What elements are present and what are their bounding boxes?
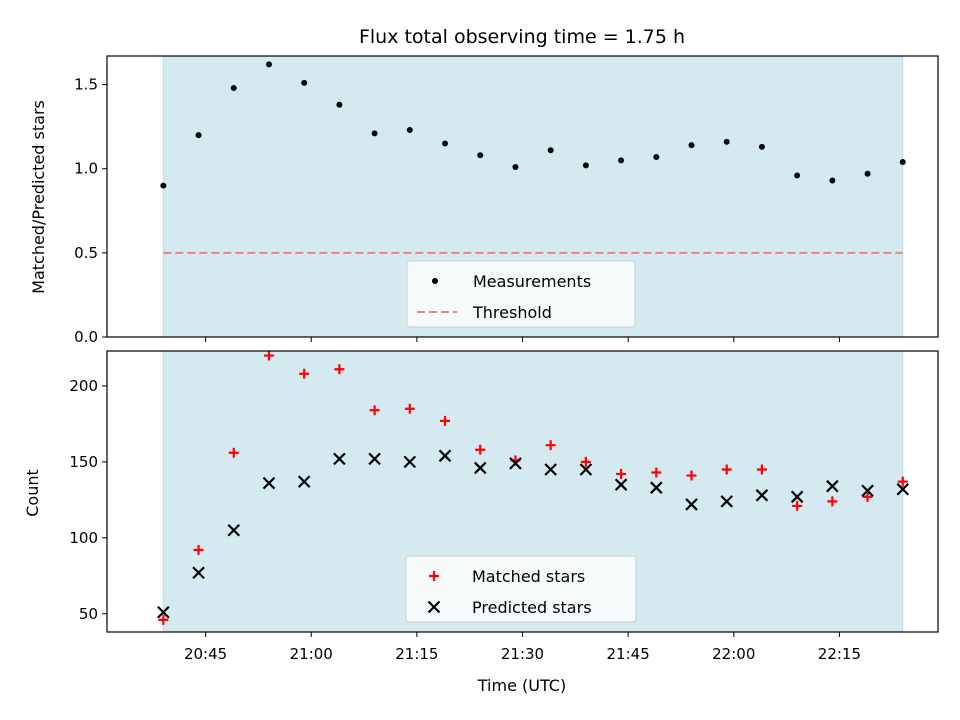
bottom-series-0-point-4 (299, 368, 310, 379)
bottom-legend-label-0: Matched stars (472, 567, 585, 586)
bottom-legend-label-1: Predicted stars (472, 598, 592, 617)
top-series-0-point-8 (442, 140, 449, 147)
bottom-ytick-label-0: 50 (79, 605, 98, 623)
bottom-panel: 50 100 150 200 20:45 21:00 21:15 21:30 21:45 22:0… (69, 350, 939, 663)
top-series-0-point-14 (653, 153, 660, 160)
bottom-series-1-point-14 (650, 481, 663, 494)
bottom-series-0-point-1 (193, 544, 204, 555)
bottom-series-1-point-3 (262, 476, 276, 490)
bottom-series-0-point-3 (263, 350, 274, 361)
bottom-series-1-point-7 (403, 455, 417, 469)
bottom-series-1-point-11 (544, 463, 557, 476)
top-ytick-label-1: 0.5 (74, 244, 98, 262)
bottom-legend-box (405, 555, 637, 623)
bottom-series-1-point-18 (790, 490, 804, 504)
xtick-label-0: 20:45 (184, 645, 227, 663)
bottom-series-0-point-5 (334, 364, 345, 375)
chart-title: Flux total observing time = 1.75 h (359, 26, 685, 48)
bottom-series-1-point-4 (297, 475, 311, 488)
top-series-0-point-16 (723, 138, 730, 145)
bottom-series-1-point-21 (896, 482, 910, 496)
top-series-0-point-1 (195, 132, 202, 139)
bottom-series-0-point-18 (792, 500, 803, 511)
bottom-series-1-point-9 (473, 461, 487, 475)
top-legend-label-1: Threshold (472, 303, 552, 322)
top-series-0-point-10 (512, 164, 519, 171)
xtick-label-3: 21:30 (501, 645, 544, 663)
bottom-series-1-point-8 (438, 449, 452, 463)
top-series-0-point-3 (265, 61, 272, 68)
xtick-label-1: 21:00 (290, 645, 333, 663)
bottom-ylabel: Count (23, 469, 42, 517)
bottom-series-0-point-19 (827, 496, 838, 507)
bottom-series-1-point-2 (227, 523, 241, 537)
bottom-series-1-point-19 (826, 479, 839, 493)
top-series-0-point-13 (618, 157, 625, 164)
top-legend-box (406, 260, 636, 328)
top-ytick-label-3: 1.5 (74, 76, 98, 94)
bottom-series-1-point-20 (861, 484, 874, 498)
bottom-series-0-point-15 (686, 470, 697, 481)
top-series-0-point-2 (230, 84, 237, 91)
bottom-series-1-point-15 (685, 498, 698, 511)
bottom-series-0-point-7 (404, 403, 415, 414)
top-panel: 0.0 0.5 1.0 1.5 Measurements Threshold (74, 55, 939, 346)
top-series-0-point-6 (371, 130, 378, 137)
bottom-series-1-point-16 (720, 495, 734, 508)
bottom-series-0-point-11 (545, 440, 556, 451)
bottom-series-1-point-12 (579, 463, 593, 476)
bottom-legend-swatch-0 (429, 571, 439, 581)
top-series-0-point-11 (547, 147, 554, 154)
bottom-series-0-point-20 (862, 491, 873, 502)
top-series-0-point-19 (829, 177, 836, 184)
bottom-series-0-point-16 (721, 464, 732, 475)
xtick-label-2: 21:15 (395, 645, 438, 663)
bottom-series-0-point-12 (580, 456, 591, 467)
bottom-series-1-point-1 (192, 566, 205, 580)
xtick-label-4: 21:45 (607, 645, 650, 663)
bottom-series-0-point-21 (897, 476, 908, 487)
top-ytick-label-0: 0.0 (74, 328, 98, 346)
top-legend-swatch-0 (432, 278, 438, 284)
top-series-0-point-5 (336, 101, 343, 108)
bottom-series-0-point-2 (228, 447, 239, 458)
top-series-0-point-15 (688, 142, 695, 149)
xtick-label-5: 22:00 (712, 645, 755, 663)
top-legend-label-0: Measurements (473, 272, 591, 291)
top-series-0-point-12 (582, 162, 589, 169)
bottom-ytick-label-2: 150 (69, 453, 98, 471)
top-series-0-point-0 (160, 182, 167, 189)
bottom-series-0-point-14 (651, 467, 662, 478)
xlabel: Time (UTC) (477, 676, 566, 695)
bottom-legend-swatch-1 (427, 600, 441, 614)
top-series-0-point-21 (899, 159, 906, 166)
bottom-ytick-label-1: 100 (69, 529, 98, 547)
top-series-0-point-7 (406, 127, 413, 134)
top-series-0-point-18 (794, 172, 801, 179)
bottom-series-0-point-17 (756, 464, 767, 475)
bottom-series-0-point-13 (616, 469, 627, 480)
top-series-0-point-4 (301, 79, 308, 86)
bottom-series-0-point-8 (440, 415, 451, 426)
bottom-series-0-point-0 (158, 614, 169, 625)
bottom-series-1-point-17 (755, 489, 769, 502)
bottom-series-0-point-6 (369, 405, 380, 416)
bottom-ytick-label-3: 200 (69, 377, 98, 395)
bottom-series-1-point-6 (368, 452, 381, 466)
bottom-series-0-point-9 (475, 444, 486, 455)
top-series-0-point-9 (477, 152, 484, 159)
top-series-0-point-17 (758, 143, 765, 150)
bottom-series-1-point-10 (509, 457, 522, 470)
top-series-0-point-20 (864, 170, 871, 177)
top-ylabel: Matched/Predicted stars (29, 100, 48, 294)
xtick-label-6: 22:15 (818, 645, 861, 663)
bottom-series-1-point-13 (614, 478, 628, 491)
bottom-series-1-point-5 (333, 452, 346, 466)
bottom-series-1-point-0 (157, 605, 170, 619)
top-ytick-label-2: 1.0 (74, 160, 98, 178)
